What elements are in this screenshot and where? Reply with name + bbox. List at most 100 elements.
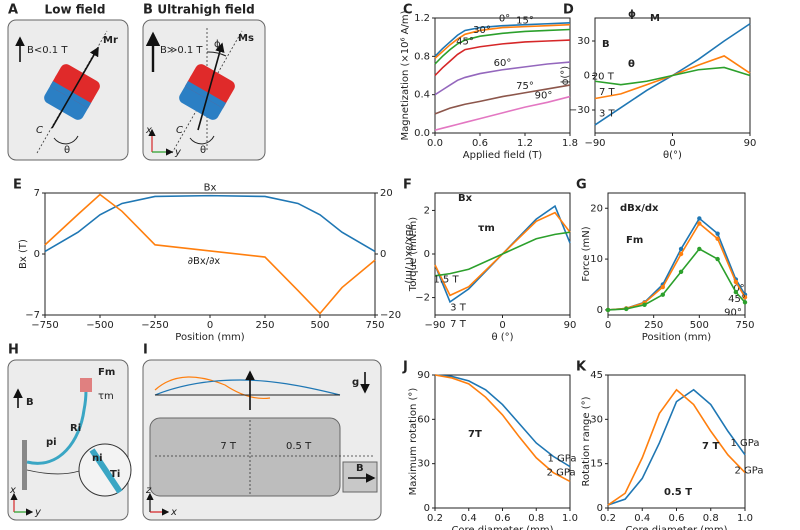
series-label: 20 T xyxy=(592,72,615,83)
field-strength: 7 T xyxy=(220,441,237,452)
data-point xyxy=(660,292,665,297)
x-tick-label: 500 xyxy=(310,320,329,331)
angle-arc xyxy=(53,135,79,145)
series-line xyxy=(434,374,571,468)
series-line xyxy=(434,39,571,77)
y-axis-label: Bx (T) xyxy=(18,239,29,269)
x-tick-label: −750 xyxy=(31,320,58,331)
data-point xyxy=(678,269,684,274)
inset-label: dBx/dx xyxy=(620,203,659,214)
y-tick-label: 45 xyxy=(590,370,603,381)
tip-magnet xyxy=(80,378,92,392)
y-tick-label: 15 xyxy=(590,459,603,470)
series-line xyxy=(44,194,376,253)
x-tick-label: 0.0 xyxy=(427,138,443,149)
y-tick-label: 0 xyxy=(34,249,40,260)
x-axis-label: Core diameter (mm) xyxy=(625,525,727,530)
panel-letter: K xyxy=(576,360,587,375)
y-tick-label: 0 xyxy=(597,305,603,316)
inset-label: Bx xyxy=(458,193,473,204)
data-point xyxy=(678,246,684,252)
series-label: 7 T xyxy=(450,319,467,330)
x-tick-label: 0.6 xyxy=(472,138,488,149)
series-label: 1.5 T xyxy=(433,275,459,286)
series-label: 3 T xyxy=(599,109,616,120)
series-label: Bx xyxy=(204,183,217,194)
x-tick-label: 1.8 xyxy=(562,138,578,149)
x-tick-label: 250 xyxy=(644,320,663,331)
y-tick-label: 60 xyxy=(417,414,430,425)
series-line xyxy=(434,231,571,277)
x-tick-label: −500 xyxy=(86,320,113,331)
data-point xyxy=(660,284,665,290)
field-label: B≫0.1 T xyxy=(160,45,203,56)
moment-arrow xyxy=(197,42,225,131)
inset-label: θ xyxy=(628,59,635,70)
series-label: 75° xyxy=(516,81,534,92)
x-tick-label: 750 xyxy=(365,320,384,331)
x-tick-label: 0.8 xyxy=(528,513,544,524)
x-tick-label: 1.0 xyxy=(737,513,753,524)
phi-label: ϕ xyxy=(214,39,221,50)
series-line xyxy=(44,193,376,315)
panel-title: Ultrahigh field xyxy=(157,3,254,17)
series-label: 60° xyxy=(494,58,512,69)
y-tick-label: 0.0 xyxy=(414,128,430,139)
angle-arc xyxy=(189,135,215,145)
moment-label: Ms xyxy=(238,33,254,44)
field-label: B xyxy=(356,463,364,474)
y-tick-label: −7 xyxy=(25,310,40,321)
panel-title: Low field xyxy=(45,3,106,17)
x-tick-label: −90 xyxy=(584,138,605,149)
data-point xyxy=(742,295,748,300)
moment-arrow xyxy=(51,46,99,129)
x-tick-label: 0.6 xyxy=(495,513,511,524)
torque-label: τm xyxy=(98,391,114,402)
y-tick-label: 30 xyxy=(590,414,603,425)
inset-label: B xyxy=(602,39,610,50)
y-axis-label: Force (mN) xyxy=(581,226,592,281)
easy-axis xyxy=(171,30,243,154)
series-label: 45° xyxy=(456,37,474,48)
data-point xyxy=(642,302,647,308)
x-axis-label: Position (mm) xyxy=(642,332,711,343)
force-label: Fm xyxy=(98,367,115,378)
series-label: 30° xyxy=(473,25,491,36)
panel-letter: B xyxy=(143,3,153,18)
data-point xyxy=(697,216,702,221)
x-tick-label: 1.0 xyxy=(562,513,578,524)
x-tick-label: 90 xyxy=(744,138,757,149)
axis-label: x xyxy=(170,507,177,518)
plot-frame xyxy=(607,192,746,316)
field-strength: 0.5 T xyxy=(286,441,312,452)
axis-label: y xyxy=(174,147,182,158)
inset-label: τm xyxy=(478,223,495,234)
gradient-sketch xyxy=(154,376,271,400)
plot-frame xyxy=(44,192,376,316)
y-tick-label: 30 xyxy=(577,36,590,47)
y-tick-label: 10 xyxy=(590,254,603,265)
series-line xyxy=(434,21,571,57)
y-tick-label: −30 xyxy=(569,105,590,116)
axis-label: x xyxy=(9,485,16,496)
series-label: 2 GPa xyxy=(547,468,576,479)
tension-label: Ti xyxy=(110,469,120,480)
x-tick-label: −250 xyxy=(141,320,168,331)
axis-label: y xyxy=(34,507,42,518)
panel-letter: G xyxy=(576,178,587,193)
x-axis-label: Core diameter (mm) xyxy=(451,525,553,530)
series-line xyxy=(594,55,751,100)
inset-label: 7 T xyxy=(702,441,719,452)
panel-letter: H xyxy=(8,343,19,358)
inset-label: M xyxy=(650,13,660,24)
curve-label: C xyxy=(176,125,183,136)
series-line xyxy=(434,84,571,115)
field-sketch xyxy=(154,379,341,396)
inset-label: 0.5 T xyxy=(664,487,692,498)
y-tick-label: 90 xyxy=(417,370,430,381)
y-tick-label: 0 xyxy=(597,503,603,514)
x-tick-label: 0 xyxy=(669,138,675,149)
moment-label: Mr xyxy=(103,35,118,46)
